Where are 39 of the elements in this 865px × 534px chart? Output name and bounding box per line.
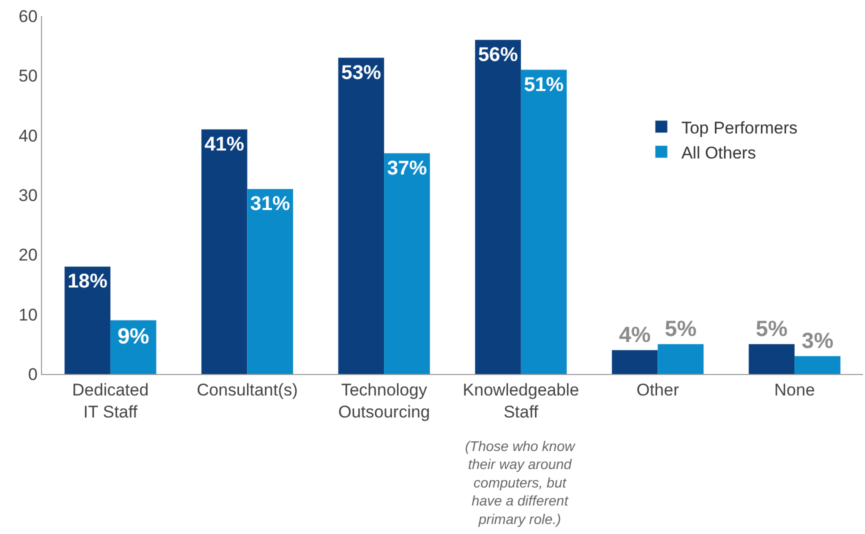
bar	[748, 344, 795, 374]
data-label: 31%	[250, 193, 290, 216]
x-tick-label: Technology Outsourcing	[338, 380, 430, 422]
data-label: 9%	[117, 323, 150, 348]
bar	[201, 129, 248, 374]
bar	[338, 58, 384, 374]
y-tick-label: 50	[18, 66, 38, 86]
text: (Those who know their way around computers, but have a different primary role.)	[465, 438, 576, 527]
y-tick-label: 20	[18, 246, 38, 265]
x-tick-label: Dedicated IT Staff	[72, 380, 149, 422]
data-label: 5%	[756, 316, 788, 342]
x-tick-label: Knowledgeable Staff	[462, 380, 580, 422]
y-tick-label: 40	[18, 126, 38, 146]
data-label: 53%	[341, 62, 382, 84]
y-tick-label: 10	[18, 305, 38, 324]
bar	[247, 189, 294, 374]
data-label: 51%	[524, 74, 564, 96]
y-tick-label: 30	[18, 186, 38, 205]
data-label: 5%	[664, 316, 697, 342]
y-tick-label: 60	[18, 6, 38, 26]
data-label: 4%	[618, 322, 651, 348]
legend-label: All Others	[681, 143, 756, 162]
bar	[794, 356, 840, 374]
data-label: 41%	[204, 133, 245, 156]
data-label: 56%	[478, 44, 518, 66]
x-tick-label: None	[774, 380, 815, 400]
y-tick-label: 0	[28, 364, 38, 384]
data-label: 37%	[387, 157, 428, 180]
x-tick-label: Other	[636, 380, 680, 400]
data-label: 3%	[802, 328, 834, 354]
bar	[475, 40, 521, 374]
bar	[64, 266, 110, 374]
bar	[384, 153, 430, 374]
bar	[612, 350, 658, 374]
legend-label: Top Performers	[681, 118, 798, 138]
data-label: 18%	[68, 270, 108, 293]
bar	[658, 344, 704, 374]
x-tick-label: Consultant(s)	[196, 380, 298, 400]
bar	[520, 70, 567, 374]
